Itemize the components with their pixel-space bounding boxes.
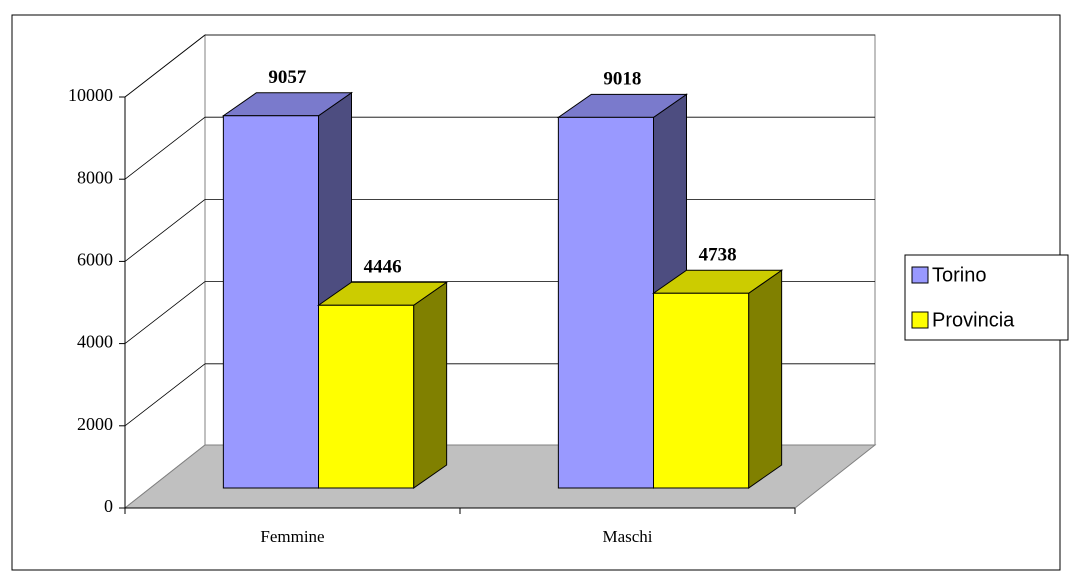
data-label: 4446: [364, 257, 402, 278]
data-label: 4738: [699, 245, 737, 266]
y-tick-label: 4000: [77, 332, 113, 352]
bar: [653, 292, 750, 489]
side-wall: [124, 33, 206, 510]
grid-line: [124, 116, 206, 180]
y-tick-label: 8000: [77, 167, 113, 187]
legend: [904, 254, 1069, 341]
y-tick-label: 6000: [77, 250, 113, 270]
legend-swatch: [911, 266, 929, 284]
legend-label: Provincia: [932, 309, 1015, 331]
data-label: 9057: [268, 67, 307, 88]
data-label: 9018: [603, 69, 641, 90]
grid-line: [124, 199, 206, 262]
x-tick-label: Maschi: [602, 527, 652, 546]
bar-side: [413, 281, 448, 489]
bar-side: [748, 269, 783, 489]
y-tick-label: 10000: [68, 85, 113, 105]
y-tick-label: 2000: [77, 414, 113, 434]
bar: [557, 116, 654, 489]
legend-label: Torino: [932, 264, 986, 286]
grid-line: [124, 281, 206, 344]
x-tick-label: Femmine: [260, 527, 324, 546]
legend-swatch: [911, 311, 929, 329]
bar: [222, 115, 319, 489]
grid-line: [124, 34, 206, 98]
y-tick-label: 0: [104, 496, 113, 516]
bar: [318, 304, 415, 489]
grid-line: [124, 363, 206, 427]
